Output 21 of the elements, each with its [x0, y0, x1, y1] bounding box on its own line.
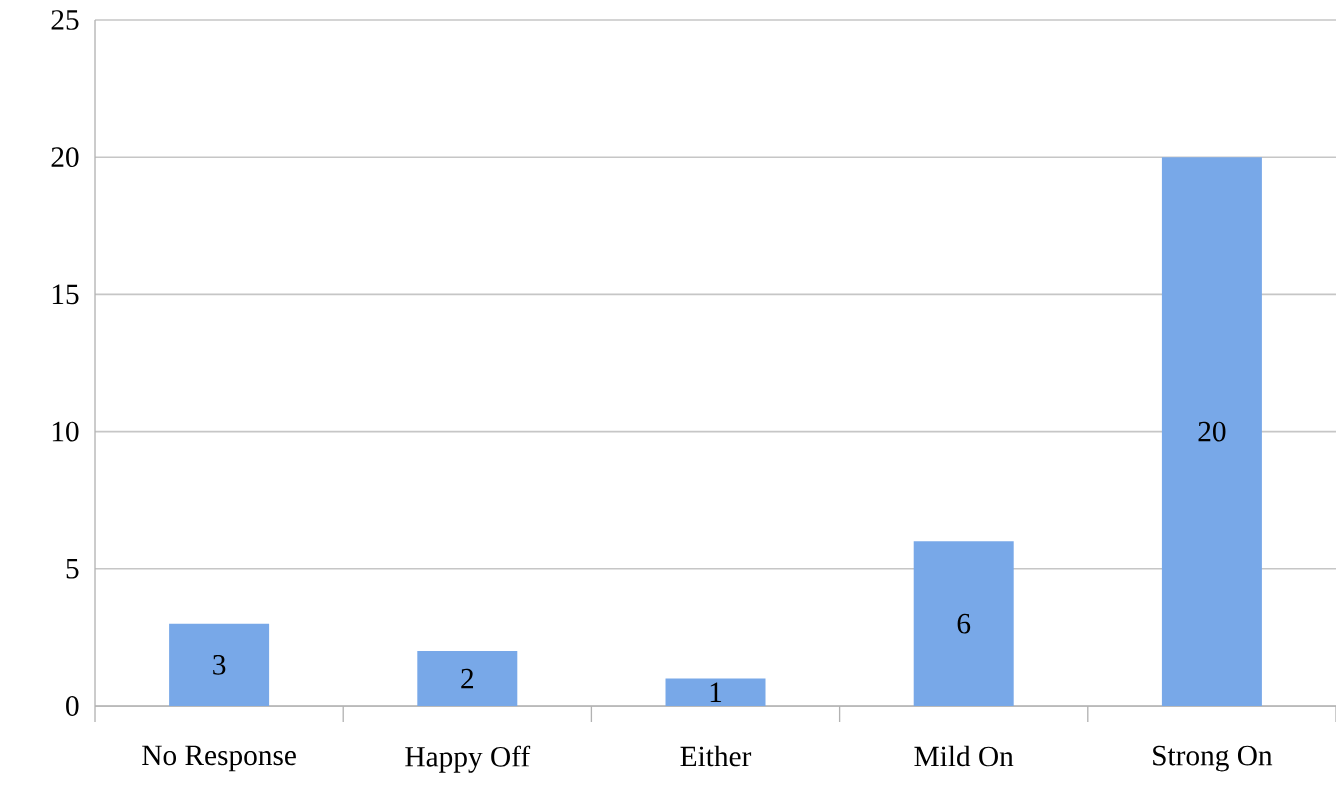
x-tick-label: Strong On: [1153, 745, 1273, 772]
y-tick-label: 20: [51, 147, 79, 168]
bar: [169, 623, 270, 706]
y-tick-label: 0: [66, 696, 79, 716]
data-label: 6: [957, 613, 971, 634]
y-tick-label: 5: [66, 559, 79, 579]
x-tick-label: No Response: [142, 745, 296, 772]
bar: [913, 541, 1014, 706]
data-label: 3: [213, 654, 226, 675]
x-tick-label: Happy Off: [405, 745, 531, 773]
y-tick-label: 15: [52, 284, 79, 305]
data-label: 1: [710, 682, 722, 702]
bar: [665, 678, 766, 706]
data-label: 20: [1198, 421, 1226, 442]
x-tick-label: Mild On: [914, 745, 1014, 767]
x-tick-label: Either: [680, 745, 752, 767]
y-tick-label: 25: [51, 10, 79, 30]
bar: [417, 651, 518, 706]
y-tick-label: 10: [52, 421, 79, 442]
data-label: 2: [461, 668, 474, 689]
bar: [1161, 157, 1262, 706]
